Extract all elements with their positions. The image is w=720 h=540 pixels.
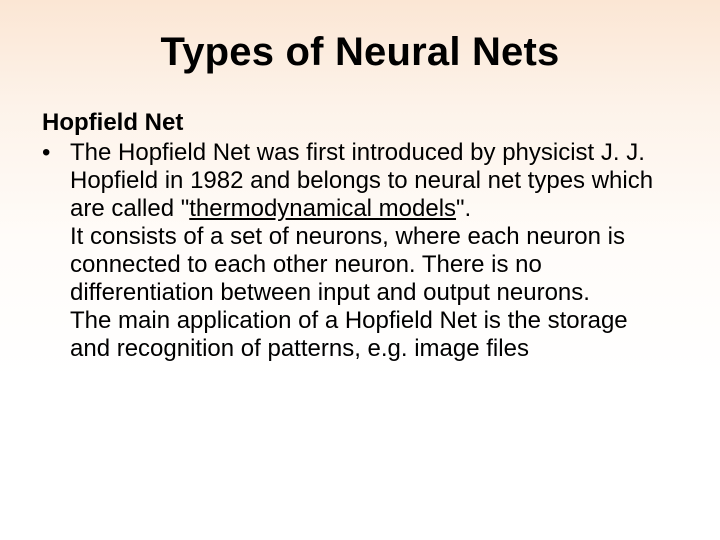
bullet-mark: • xyxy=(42,139,70,167)
bullet-item: • The Hopfield Net was first introduced … xyxy=(42,139,680,363)
body-text-part3: It consists of a set of neurons, where e… xyxy=(70,223,625,306)
body-text-part4: The main application of a Hopfield Net i… xyxy=(70,307,628,362)
bullet-body: The Hopfield Net was first introduced by… xyxy=(70,139,680,363)
thermodynamical-models-link[interactable]: thermodynamical models xyxy=(189,195,456,222)
slide: Types of Neural Nets Hopfield Net • The … xyxy=(0,0,720,540)
body-text-part2: ". xyxy=(456,195,471,222)
slide-subtitle: Hopfield Net xyxy=(42,109,680,137)
slide-title: Types of Neural Nets xyxy=(40,30,680,75)
